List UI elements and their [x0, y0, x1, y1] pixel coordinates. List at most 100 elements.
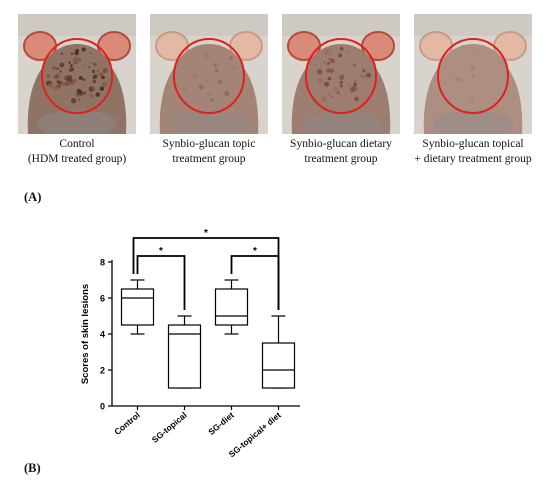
x-tick-label: Control — [112, 410, 142, 437]
skin-lesion-spot — [46, 73, 51, 79]
photo-drawing — [150, 14, 268, 134]
skin-lesion-spot — [95, 72, 99, 76]
skin-lesion-spot — [92, 79, 97, 84]
skin-lesion-spot — [91, 86, 95, 91]
significance-star: * — [253, 246, 257, 257]
photo-background-top — [282, 14, 400, 36]
lesion-area-circle — [437, 38, 509, 114]
skin-lesion-spot — [66, 75, 73, 82]
skin-lesion-spot — [455, 76, 461, 82]
skin-lesion-spot — [78, 99, 81, 102]
skin-lesion-spot — [363, 75, 366, 78]
skin-lesion-spot — [226, 62, 231, 66]
skin-lesion-spot — [69, 68, 73, 72]
skin-lesion-spot — [353, 85, 356, 88]
y-axis-label: Scores of skin lesions — [80, 284, 91, 384]
caption-sg-topic: Synbio-glucan topic treatment group — [143, 137, 275, 167]
skin-lesion-spot — [476, 51, 479, 54]
skin-lesion-spot — [48, 82, 53, 88]
skin-lesion-spot — [471, 66, 476, 71]
skin-lesion-spot — [317, 78, 323, 84]
skin-lesion-spot — [96, 69, 99, 72]
caption-line: Control — [59, 138, 95, 150]
iqr-box — [214, 288, 249, 326]
caption-line: Synbio-glucan topic — [162, 138, 256, 150]
photo-background-top — [150, 14, 268, 36]
skin-lesion-spot — [323, 61, 326, 64]
skin-lesion-spot — [232, 65, 237, 70]
skin-lesion-spot — [77, 57, 82, 61]
skin-lesion-spot — [353, 79, 358, 83]
skin-lesion-spot — [78, 76, 83, 81]
skin-lesion-spot — [82, 64, 84, 67]
skin-lesion-spot — [339, 46, 344, 51]
skin-lesion-spot — [329, 68, 334, 74]
skin-lesion-spot — [198, 84, 204, 90]
skin-lesion-spot — [229, 56, 233, 60]
skin-lesion-spot — [345, 51, 349, 55]
caption-line: Synbio-glucan dietary — [290, 138, 392, 150]
y-tick-label: 0 — [100, 402, 105, 412]
x-tick-label: SG-topical — [150, 410, 189, 445]
skin-lesion-spot — [76, 88, 82, 94]
significance-star: * — [204, 228, 208, 239]
skin-lesion-spot — [325, 63, 328, 66]
skin-lesion-spot — [88, 93, 94, 99]
skin-lesion-spot — [210, 98, 214, 102]
skin-lesion-spot — [89, 52, 92, 55]
mouse-head — [437, 44, 509, 112]
lesion-area-circle — [173, 38, 245, 114]
iqr-box — [167, 324, 202, 389]
skin-lesion-spot — [327, 92, 332, 97]
skin-lesion-spot — [92, 74, 98, 79]
skin-lesion-spot — [354, 96, 359, 102]
skin-lesion-spot — [192, 74, 197, 79]
caption-line: treatment group — [304, 153, 378, 165]
caption-line: + dietary treatment group — [414, 153, 532, 165]
skin-lesion-spot — [56, 67, 59, 70]
skin-lesion-spot — [215, 68, 219, 73]
skin-lesion-spot — [70, 98, 77, 104]
skin-lesion-spot — [333, 87, 338, 92]
x-tick-label: SG-diet — [206, 410, 236, 437]
skin-lesion-spot — [68, 61, 71, 64]
skin-lesion-spot — [471, 74, 475, 78]
skin-lesion-spot — [59, 62, 65, 68]
skin-lesion-spot — [60, 52, 64, 55]
skin-lesion-spot — [182, 87, 187, 92]
iqr-box — [261, 342, 296, 389]
skin-lesion-spot — [330, 58, 335, 64]
box-2 — [167, 315, 202, 389]
panel-a-label: (A) — [24, 190, 42, 204]
skin-lesion-spot — [91, 69, 96, 74]
mouse-photo-sg-topic — [150, 14, 268, 134]
caption-line: Synbio-glucan topical — [422, 138, 524, 150]
skin-lesion-spot — [202, 51, 209, 58]
photo-drawing — [18, 14, 136, 134]
y-tick-label: 8 — [100, 258, 105, 268]
skin-lesion-spot — [349, 86, 356, 93]
skin-lesion-spot — [331, 95, 334, 98]
skin-lesion-spot — [81, 47, 86, 52]
skin-lesion-spot — [93, 62, 97, 67]
skin-lesion-spot — [56, 83, 62, 89]
skin-lesion-spot — [101, 81, 108, 88]
caption-line: (HDM treated group) — [27, 153, 127, 165]
skin-lesion-spot — [329, 53, 332, 56]
photo-drawing — [282, 14, 400, 134]
lesion-area-circle — [305, 38, 377, 114]
skin-lesion-spot — [353, 60, 356, 63]
skin-lesion-spot — [54, 73, 60, 80]
skin-lesion-spot — [70, 64, 73, 67]
skin-lesion-spot — [69, 66, 72, 69]
skin-lesion-spot — [353, 63, 356, 67]
skin-lesion-spot — [339, 84, 343, 88]
skin-lesion-spot — [361, 67, 365, 71]
mouse-photo-sg-diet — [282, 14, 400, 134]
skin-lesion-spot — [321, 96, 327, 102]
significance-star: * — [159, 246, 163, 257]
skin-lesion-spot — [207, 92, 211, 96]
skin-lesion-spot — [73, 78, 78, 83]
box-4 — [261, 315, 296, 389]
